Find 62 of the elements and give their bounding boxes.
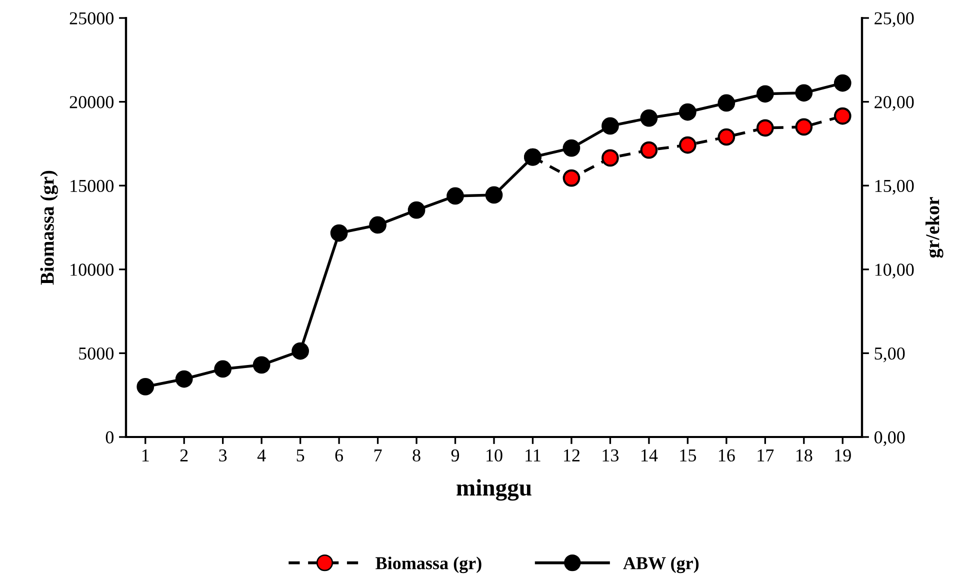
y-tick-label: 15000 <box>70 180 114 192</box>
x-tick-label: 3 <box>219 449 227 462</box>
point <box>136 378 154 396</box>
point <box>175 370 193 388</box>
x-tick-label: 8 <box>412 449 420 462</box>
x-tick-label: 12 <box>564 449 580 462</box>
point <box>562 139 580 157</box>
point <box>602 117 619 135</box>
y-axis-title: Biomassa (gr) <box>40 170 58 285</box>
point <box>408 201 426 219</box>
x-tick-label: 11 <box>526 449 540 462</box>
x-tick-label: 10 <box>486 449 502 462</box>
point <box>795 84 813 102</box>
point <box>640 141 658 159</box>
point <box>369 216 386 234</box>
x-tick-label: 17 <box>758 449 774 462</box>
y-tick-label: 5000 <box>79 347 114 360</box>
point <box>756 119 774 137</box>
x-tick-label: 15 <box>680 449 696 462</box>
y2-tick-label: 5,00 <box>874 347 905 362</box>
point <box>834 107 852 125</box>
x-tick-label: 4 <box>257 449 266 462</box>
x-tick-label: 19 <box>835 449 851 462</box>
point <box>214 360 232 378</box>
y-tick-label: 10000 <box>70 264 114 276</box>
point <box>795 118 813 136</box>
x-tick-label: 16 <box>718 449 735 462</box>
x-tick-label: 1 <box>142 449 149 462</box>
x-tick-label: 7 <box>374 450 382 462</box>
x-tick-label: 14 <box>642 449 658 462</box>
y2-tick-label: 25,00 <box>874 12 914 28</box>
x-axis-title: minggu <box>456 479 532 501</box>
point <box>330 224 348 242</box>
point <box>252 356 270 374</box>
point <box>562 169 580 187</box>
y2-tick-label: 20,00 <box>874 96 914 111</box>
x-tick-label: 5 <box>296 450 304 462</box>
y2-tick-label: 10,00 <box>875 264 914 278</box>
point <box>446 187 464 205</box>
legend-label: ABW (gr) <box>623 556 699 574</box>
point <box>834 74 852 92</box>
y-tick-label: 25000 <box>70 12 114 24</box>
legend-label: Biomassa (gr) <box>376 556 482 574</box>
x-tick-label: 6 <box>335 449 344 462</box>
point <box>292 342 309 360</box>
point <box>718 94 736 112</box>
x-tick-label: 2 <box>180 449 188 462</box>
y2-tick-label: 0,00 <box>874 431 905 446</box>
point <box>756 85 774 103</box>
point <box>485 186 503 204</box>
y-tick-label: 0 <box>106 431 114 444</box>
point <box>718 128 736 146</box>
point <box>640 109 658 127</box>
x-tick-label: 18 <box>796 449 812 462</box>
y2-axis-title: gr/ekor <box>926 197 944 258</box>
point <box>602 149 619 167</box>
y2-tick-label: 15,00 <box>875 180 914 195</box>
point <box>679 136 696 154</box>
x-tick-label: 13 <box>602 449 619 462</box>
y-tick-label: 20000 <box>70 96 114 108</box>
point <box>679 103 696 121</box>
x-tick-label: 9 <box>451 449 460 462</box>
